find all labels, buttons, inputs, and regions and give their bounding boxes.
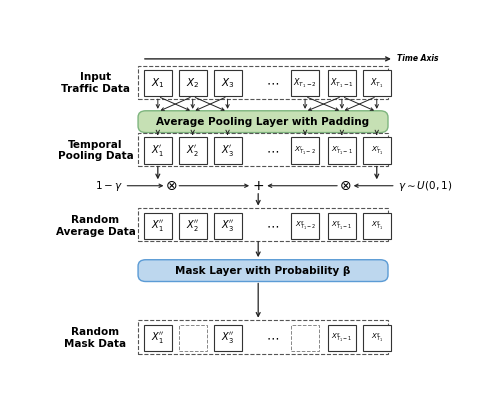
FancyBboxPatch shape xyxy=(138,260,388,282)
Text: $X_1''$: $X_1''$ xyxy=(151,330,164,345)
Text: $+$: $+$ xyxy=(252,179,264,193)
Text: $X_3''$: $X_3''$ xyxy=(221,218,234,233)
Bar xyxy=(291,70,319,97)
Text: $1-\gamma$: $1-\gamma$ xyxy=(94,179,122,193)
Text: $X_{T_1-1}$: $X_{T_1-1}$ xyxy=(330,77,354,90)
Bar xyxy=(179,213,206,239)
Bar xyxy=(179,325,206,351)
Bar xyxy=(363,137,390,163)
Text: $X_2'$: $X_2'$ xyxy=(186,143,199,158)
Text: $\otimes$: $\otimes$ xyxy=(165,179,177,193)
Bar xyxy=(214,213,242,239)
Text: $X_1$: $X_1$ xyxy=(151,76,164,90)
Text: Mask Layer with Probability β: Mask Layer with Probability β xyxy=(176,266,350,276)
Text: $\cdots$: $\cdots$ xyxy=(266,219,278,232)
Text: $X_{T_1-1}''$: $X_{T_1-1}''$ xyxy=(332,332,352,344)
Bar xyxy=(363,213,390,239)
Text: Time Axis: Time Axis xyxy=(396,54,438,63)
Text: $X_3$: $X_3$ xyxy=(221,76,234,90)
Text: Random
Average Data: Random Average Data xyxy=(56,215,136,237)
Text: Temporal
Pooling Data: Temporal Pooling Data xyxy=(58,140,134,161)
Text: $\gamma \sim U(0,1)$: $\gamma \sim U(0,1)$ xyxy=(398,179,452,193)
Bar xyxy=(138,208,388,241)
Bar xyxy=(291,213,319,239)
Text: $X_{T_1}'$: $X_{T_1}'$ xyxy=(370,144,383,157)
Text: $X_3'$: $X_3'$ xyxy=(221,143,234,158)
Text: $X_3''$: $X_3''$ xyxy=(221,330,234,345)
Bar xyxy=(144,325,172,351)
Text: $X_2$: $X_2$ xyxy=(186,76,200,90)
Bar xyxy=(138,320,388,354)
Bar xyxy=(214,70,242,97)
Text: $\otimes$: $\otimes$ xyxy=(339,179,351,193)
Text: $X_{T_1-1}''$: $X_{T_1-1}''$ xyxy=(332,219,352,232)
Text: $X_1'$: $X_1'$ xyxy=(152,143,164,158)
Bar xyxy=(328,325,356,351)
Text: $X_{T_1}$: $X_{T_1}$ xyxy=(370,77,384,90)
Text: $\cdots$: $\cdots$ xyxy=(266,144,278,157)
Text: Average Pooling Layer with Padding: Average Pooling Layer with Padding xyxy=(156,116,370,126)
Bar xyxy=(363,325,390,351)
Text: $\cdots$: $\cdots$ xyxy=(266,77,278,90)
Text: $\cdots$: $\cdots$ xyxy=(266,332,278,344)
Bar xyxy=(291,137,319,163)
Bar xyxy=(214,137,242,163)
Bar xyxy=(363,70,390,97)
Bar xyxy=(138,133,388,166)
Bar xyxy=(144,70,172,97)
Text: $X_1''$: $X_1''$ xyxy=(151,218,164,233)
Bar xyxy=(328,137,356,163)
Bar xyxy=(328,213,356,239)
Bar xyxy=(291,325,319,351)
Bar xyxy=(328,70,356,97)
Text: $X_{T_1-2}$: $X_{T_1-2}$ xyxy=(293,77,317,90)
Text: $X_{T_1-2}'$: $X_{T_1-2}'$ xyxy=(294,144,316,157)
Text: $X_{T_1-1}'$: $X_{T_1-1}'$ xyxy=(331,144,353,157)
Bar xyxy=(138,66,388,99)
Text: Random
Mask Data: Random Mask Data xyxy=(64,327,126,349)
Bar xyxy=(214,325,242,351)
Text: Input
Traffic Data: Input Traffic Data xyxy=(61,72,130,94)
Bar xyxy=(179,70,206,97)
FancyBboxPatch shape xyxy=(138,111,388,133)
Text: $X_{T_1}''$: $X_{T_1}''$ xyxy=(371,332,382,344)
Text: $X_{T_1}''$: $X_{T_1}''$ xyxy=(371,219,382,232)
Bar xyxy=(144,213,172,239)
Bar xyxy=(144,137,172,163)
Text: $X_{T_1-2}''$: $X_{T_1-2}''$ xyxy=(294,219,316,232)
Bar xyxy=(179,137,206,163)
Text: $X_2''$: $X_2''$ xyxy=(186,218,200,233)
